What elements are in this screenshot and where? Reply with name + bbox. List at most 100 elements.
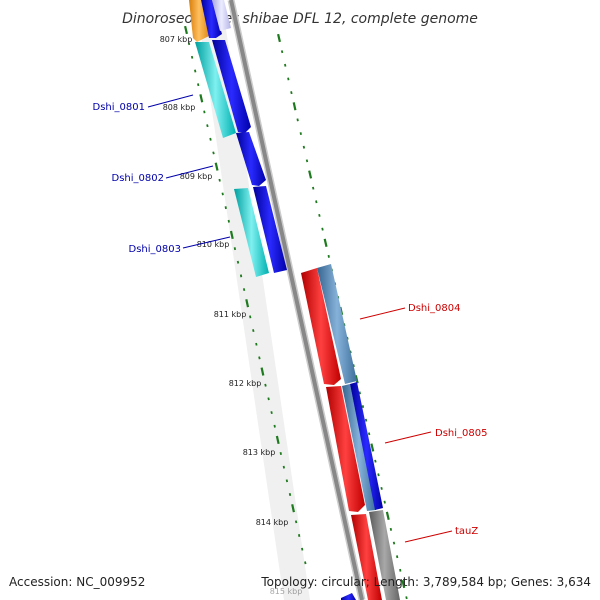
tick-mark <box>389 527 393 531</box>
cds-arrow-dshi-0801 <box>212 40 251 133</box>
cds-arrow-dshi-0803 <box>253 186 287 273</box>
tick-mark <box>374 459 377 463</box>
tick-mark <box>299 132 302 136</box>
callout-line-dshi-0801 <box>147 94 194 108</box>
tick-mark <box>380 486 383 490</box>
backbone-ring-core <box>229 0 364 600</box>
tick-mark <box>275 435 280 445</box>
tick-mark <box>370 443 375 452</box>
gene-arrow-dshi-0804 <box>317 264 357 384</box>
gene-arrow-lavender <box>212 0 231 31</box>
gene-label-dshi-0801[interactable]: Dshi_0801 <box>93 102 145 113</box>
tick-mark <box>270 411 273 415</box>
tick-mark <box>304 561 307 565</box>
tick-mark <box>209 137 212 141</box>
tick-mark <box>308 170 313 179</box>
tick-mark <box>321 227 324 231</box>
gene-label-dshi-0804[interactable]: Dshi_0804 <box>408 303 460 314</box>
gene-label-tauz[interactable]: tauZ <box>455 526 478 537</box>
cds-arrow-dshi-0805-inner <box>350 382 383 510</box>
tick-mark <box>288 492 292 497</box>
tick-mark <box>199 94 204 103</box>
tick-mark <box>318 213 321 217</box>
tick-mark <box>236 260 240 264</box>
tick-mark <box>405 596 408 600</box>
tick-mark <box>401 579 406 589</box>
tick-mark <box>197 83 200 87</box>
tick-mark <box>284 63 287 67</box>
feature-band <box>196 2 310 600</box>
tick-mark <box>184 25 188 35</box>
tick-mark <box>396 555 399 559</box>
tick-mark <box>327 254 330 258</box>
callout-line-tauz <box>404 530 453 543</box>
tick-mark <box>364 418 368 422</box>
tick-mark <box>218 178 221 182</box>
tick-mark <box>187 42 191 46</box>
tick-mark <box>290 91 293 95</box>
cds-arrow-bottom <box>341 593 356 600</box>
kbp-label: 811 kbp <box>214 310 247 319</box>
tick-mark <box>301 547 304 551</box>
tick-mark <box>312 186 315 190</box>
tick-mark <box>252 329 255 333</box>
pseudo-arrow-tauz <box>369 510 400 600</box>
kbp-label: 812 kbp <box>229 379 262 388</box>
tick-mark <box>287 77 290 81</box>
gene-arrow-dshi-0801 <box>195 42 236 138</box>
tick-mark <box>302 145 306 149</box>
cds-arrow-dshi-0805 <box>326 386 365 512</box>
tick-mark <box>277 33 281 43</box>
tick-mark <box>285 479 289 483</box>
topology-text: Topology: circular; Length: 3,789,584 bp… <box>260 575 591 589</box>
tick-mark <box>249 315 252 319</box>
callout-line-dshi-0803 <box>182 236 231 249</box>
tick-mark <box>323 238 328 247</box>
tick-mark <box>203 110 206 114</box>
reverse-strand-features <box>301 264 400 600</box>
tick-mark <box>258 356 261 360</box>
kbp-label: 808 kbp <box>163 103 196 112</box>
cds-arrow-dshi-0802 <box>236 132 266 186</box>
kbp-label: 809 kbp <box>180 172 213 181</box>
callout-line-dshi-0802 <box>165 165 214 179</box>
tick-mark <box>377 473 380 477</box>
tick-mark <box>239 274 243 278</box>
tick-mark <box>298 534 301 537</box>
tick-mark <box>352 364 355 368</box>
tick-mark <box>279 451 282 456</box>
cds-arrow-dshi-0804 <box>301 268 341 385</box>
gene-labels: Dshi_0801 Dshi_0802 Dshi_0803 Dshi_0804 … <box>93 102 488 537</box>
tick-mark <box>291 504 295 513</box>
tick-mark <box>212 151 215 155</box>
tick-mark <box>242 288 246 292</box>
gene-label-dshi-0803[interactable]: Dshi_0803 <box>129 244 181 255</box>
tick-mark <box>385 511 390 520</box>
tick-mark <box>245 299 250 308</box>
kbp-labels: 807 kbp 808 kbp 809 kbp 810 kbp 811 kbp … <box>160 35 303 596</box>
tick-mark <box>361 405 365 408</box>
forward-strand-features <box>189 0 287 277</box>
gene-label-dshi-0802[interactable]: Dshi_0802 <box>112 173 164 184</box>
tick-mark <box>221 192 224 196</box>
map-title: Dinoroseobacter shibae DFL 12, complete … <box>122 11 478 27</box>
gene-label-dshi-0805[interactable]: Dshi_0805 <box>435 428 487 439</box>
tick-track-inner <box>184 25 307 565</box>
gene-callout-lines <box>147 94 453 543</box>
tick-mark <box>214 162 219 171</box>
tick-mark <box>264 383 267 387</box>
tick-mark <box>267 397 270 401</box>
gene-arrow-dshi-0803 <box>234 188 269 277</box>
tick-mark <box>273 424 276 428</box>
tick-mark <box>260 367 265 376</box>
tick-mark <box>190 55 194 59</box>
tick-mark <box>280 50 284 54</box>
tick-mark <box>233 247 237 251</box>
tick-mark <box>292 102 297 111</box>
callout-line-dshi-0804 <box>359 307 406 320</box>
gene-arrow-orange <box>189 0 209 42</box>
tick-mark <box>315 200 318 204</box>
tick-mark <box>294 520 298 524</box>
kbp-label: 813 kbp <box>243 448 276 457</box>
